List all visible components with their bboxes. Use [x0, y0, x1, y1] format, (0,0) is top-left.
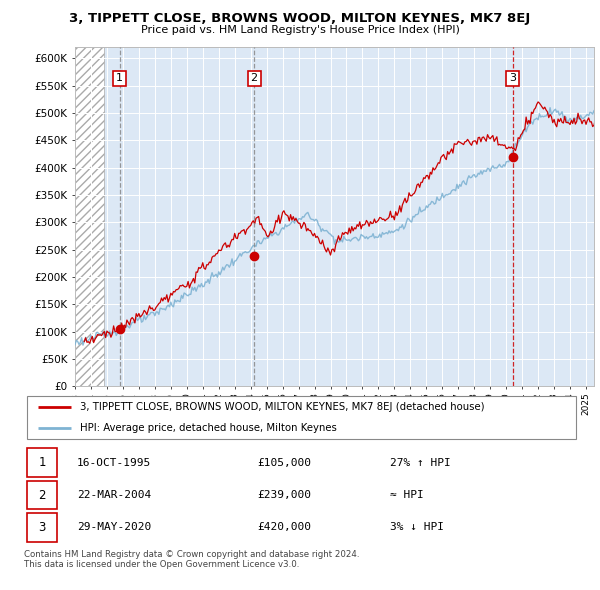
Text: 3, TIPPETT CLOSE, BROWNS WOOD, MILTON KEYNES, MK7 8EJ (detached house): 3, TIPPETT CLOSE, BROWNS WOOD, MILTON KE…	[79, 402, 484, 412]
Text: 2: 2	[38, 489, 46, 502]
Text: ≈ HPI: ≈ HPI	[391, 490, 424, 500]
Text: 3: 3	[509, 73, 516, 83]
Text: 2: 2	[251, 73, 258, 83]
Text: 3% ↓ HPI: 3% ↓ HPI	[391, 523, 444, 533]
Text: Price paid vs. HM Land Registry's House Price Index (HPI): Price paid vs. HM Land Registry's House …	[140, 25, 460, 35]
Bar	[75, 47, 104, 386]
FancyBboxPatch shape	[27, 513, 58, 542]
Text: 16-OCT-1995: 16-OCT-1995	[77, 457, 151, 467]
FancyBboxPatch shape	[27, 396, 576, 439]
Text: Contains HM Land Registry data © Crown copyright and database right 2024.
This d: Contains HM Land Registry data © Crown c…	[24, 550, 359, 569]
FancyBboxPatch shape	[27, 448, 58, 477]
Text: 1: 1	[116, 73, 123, 83]
Text: £239,000: £239,000	[257, 490, 311, 500]
Text: £105,000: £105,000	[257, 457, 311, 467]
FancyBboxPatch shape	[27, 481, 58, 509]
Text: 3, TIPPETT CLOSE, BROWNS WOOD, MILTON KEYNES, MK7 8EJ: 3, TIPPETT CLOSE, BROWNS WOOD, MILTON KE…	[70, 12, 530, 25]
Text: £420,000: £420,000	[257, 523, 311, 533]
Text: 27% ↑ HPI: 27% ↑ HPI	[391, 457, 451, 467]
Text: 22-MAR-2004: 22-MAR-2004	[77, 490, 151, 500]
Text: HPI: Average price, detached house, Milton Keynes: HPI: Average price, detached house, Milt…	[79, 422, 337, 432]
Text: 29-MAY-2020: 29-MAY-2020	[77, 523, 151, 533]
Text: 3: 3	[38, 521, 46, 534]
Text: 1: 1	[38, 456, 46, 469]
